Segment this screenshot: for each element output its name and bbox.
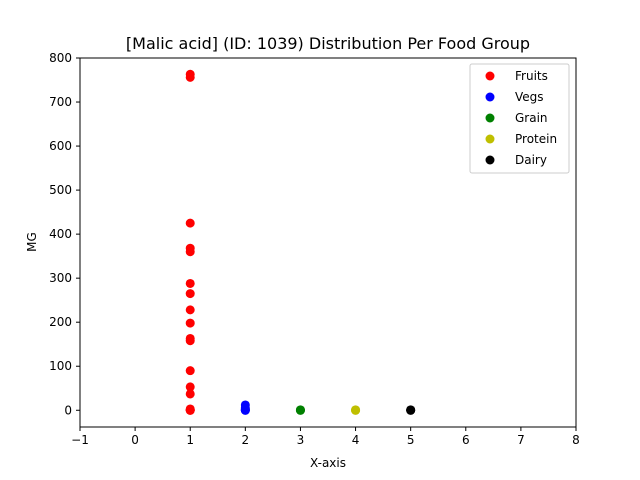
y-tick-label: 800 — [49, 51, 72, 65]
chart-title: [Malic acid] (ID: 1039) Distribution Per… — [126, 34, 530, 53]
data-point — [240, 405, 250, 415]
legend-label: Dairy — [515, 153, 547, 167]
data-point — [185, 72, 195, 82]
data-point — [185, 247, 195, 257]
legend-marker — [485, 71, 495, 81]
x-axis-ticks: −1 0 1 2 3 4 5 6 7 8 — [71, 427, 580, 447]
x-tick-label: −1 — [71, 433, 89, 447]
y-axis-ticks: 0 100 200 300 400 500 600 700 800 — [49, 51, 80, 417]
legend-label: Protein — [515, 132, 557, 146]
legend-marker — [485, 155, 495, 165]
data-point — [185, 289, 195, 299]
legend-marker — [485, 134, 495, 144]
y-axis-label: MG — [25, 232, 39, 252]
x-tick-label: 0 — [131, 433, 139, 447]
data-point — [185, 318, 195, 328]
x-axis-label: X-axis — [310, 456, 346, 470]
y-tick-label: 200 — [49, 315, 72, 329]
x-tick-label: 5 — [407, 433, 415, 447]
legend: Fruits Vegs Grain Protein Dairy — [469, 63, 570, 174]
data-point — [295, 405, 305, 415]
y-tick-label: 0 — [64, 403, 72, 417]
legend-marker — [485, 92, 495, 102]
y-tick-label: 300 — [49, 271, 72, 285]
data-point — [185, 382, 195, 392]
x-tick-label: 2 — [242, 433, 250, 447]
data-point — [185, 278, 195, 288]
x-tick-label: 8 — [572, 433, 580, 447]
data-point — [185, 336, 195, 346]
legend-marker — [485, 113, 495, 123]
x-tick-label: 1 — [186, 433, 194, 447]
y-tick-label: 400 — [49, 227, 72, 241]
y-tick-label: 600 — [49, 139, 72, 153]
legend-label: Vegs — [515, 90, 544, 104]
y-tick-label: 500 — [49, 183, 72, 197]
data-point — [351, 405, 361, 415]
y-tick-label: 700 — [49, 95, 72, 109]
data-points — [185, 69, 416, 415]
legend-label: Fruits — [515, 69, 548, 83]
data-point — [185, 366, 195, 376]
legend-label: Grain — [515, 111, 548, 125]
x-tick-label: 4 — [352, 433, 360, 447]
legend-box — [469, 63, 570, 174]
data-point — [185, 218, 195, 228]
data-point — [185, 305, 195, 315]
data-point — [185, 389, 195, 399]
data-point — [185, 405, 195, 415]
x-tick-label: 7 — [517, 433, 525, 447]
plot-frame — [79, 57, 577, 428]
x-tick-label: 3 — [297, 433, 305, 447]
y-tick-label: 100 — [49, 359, 72, 373]
data-point — [406, 405, 416, 415]
x-tick-label: 6 — [462, 433, 470, 447]
